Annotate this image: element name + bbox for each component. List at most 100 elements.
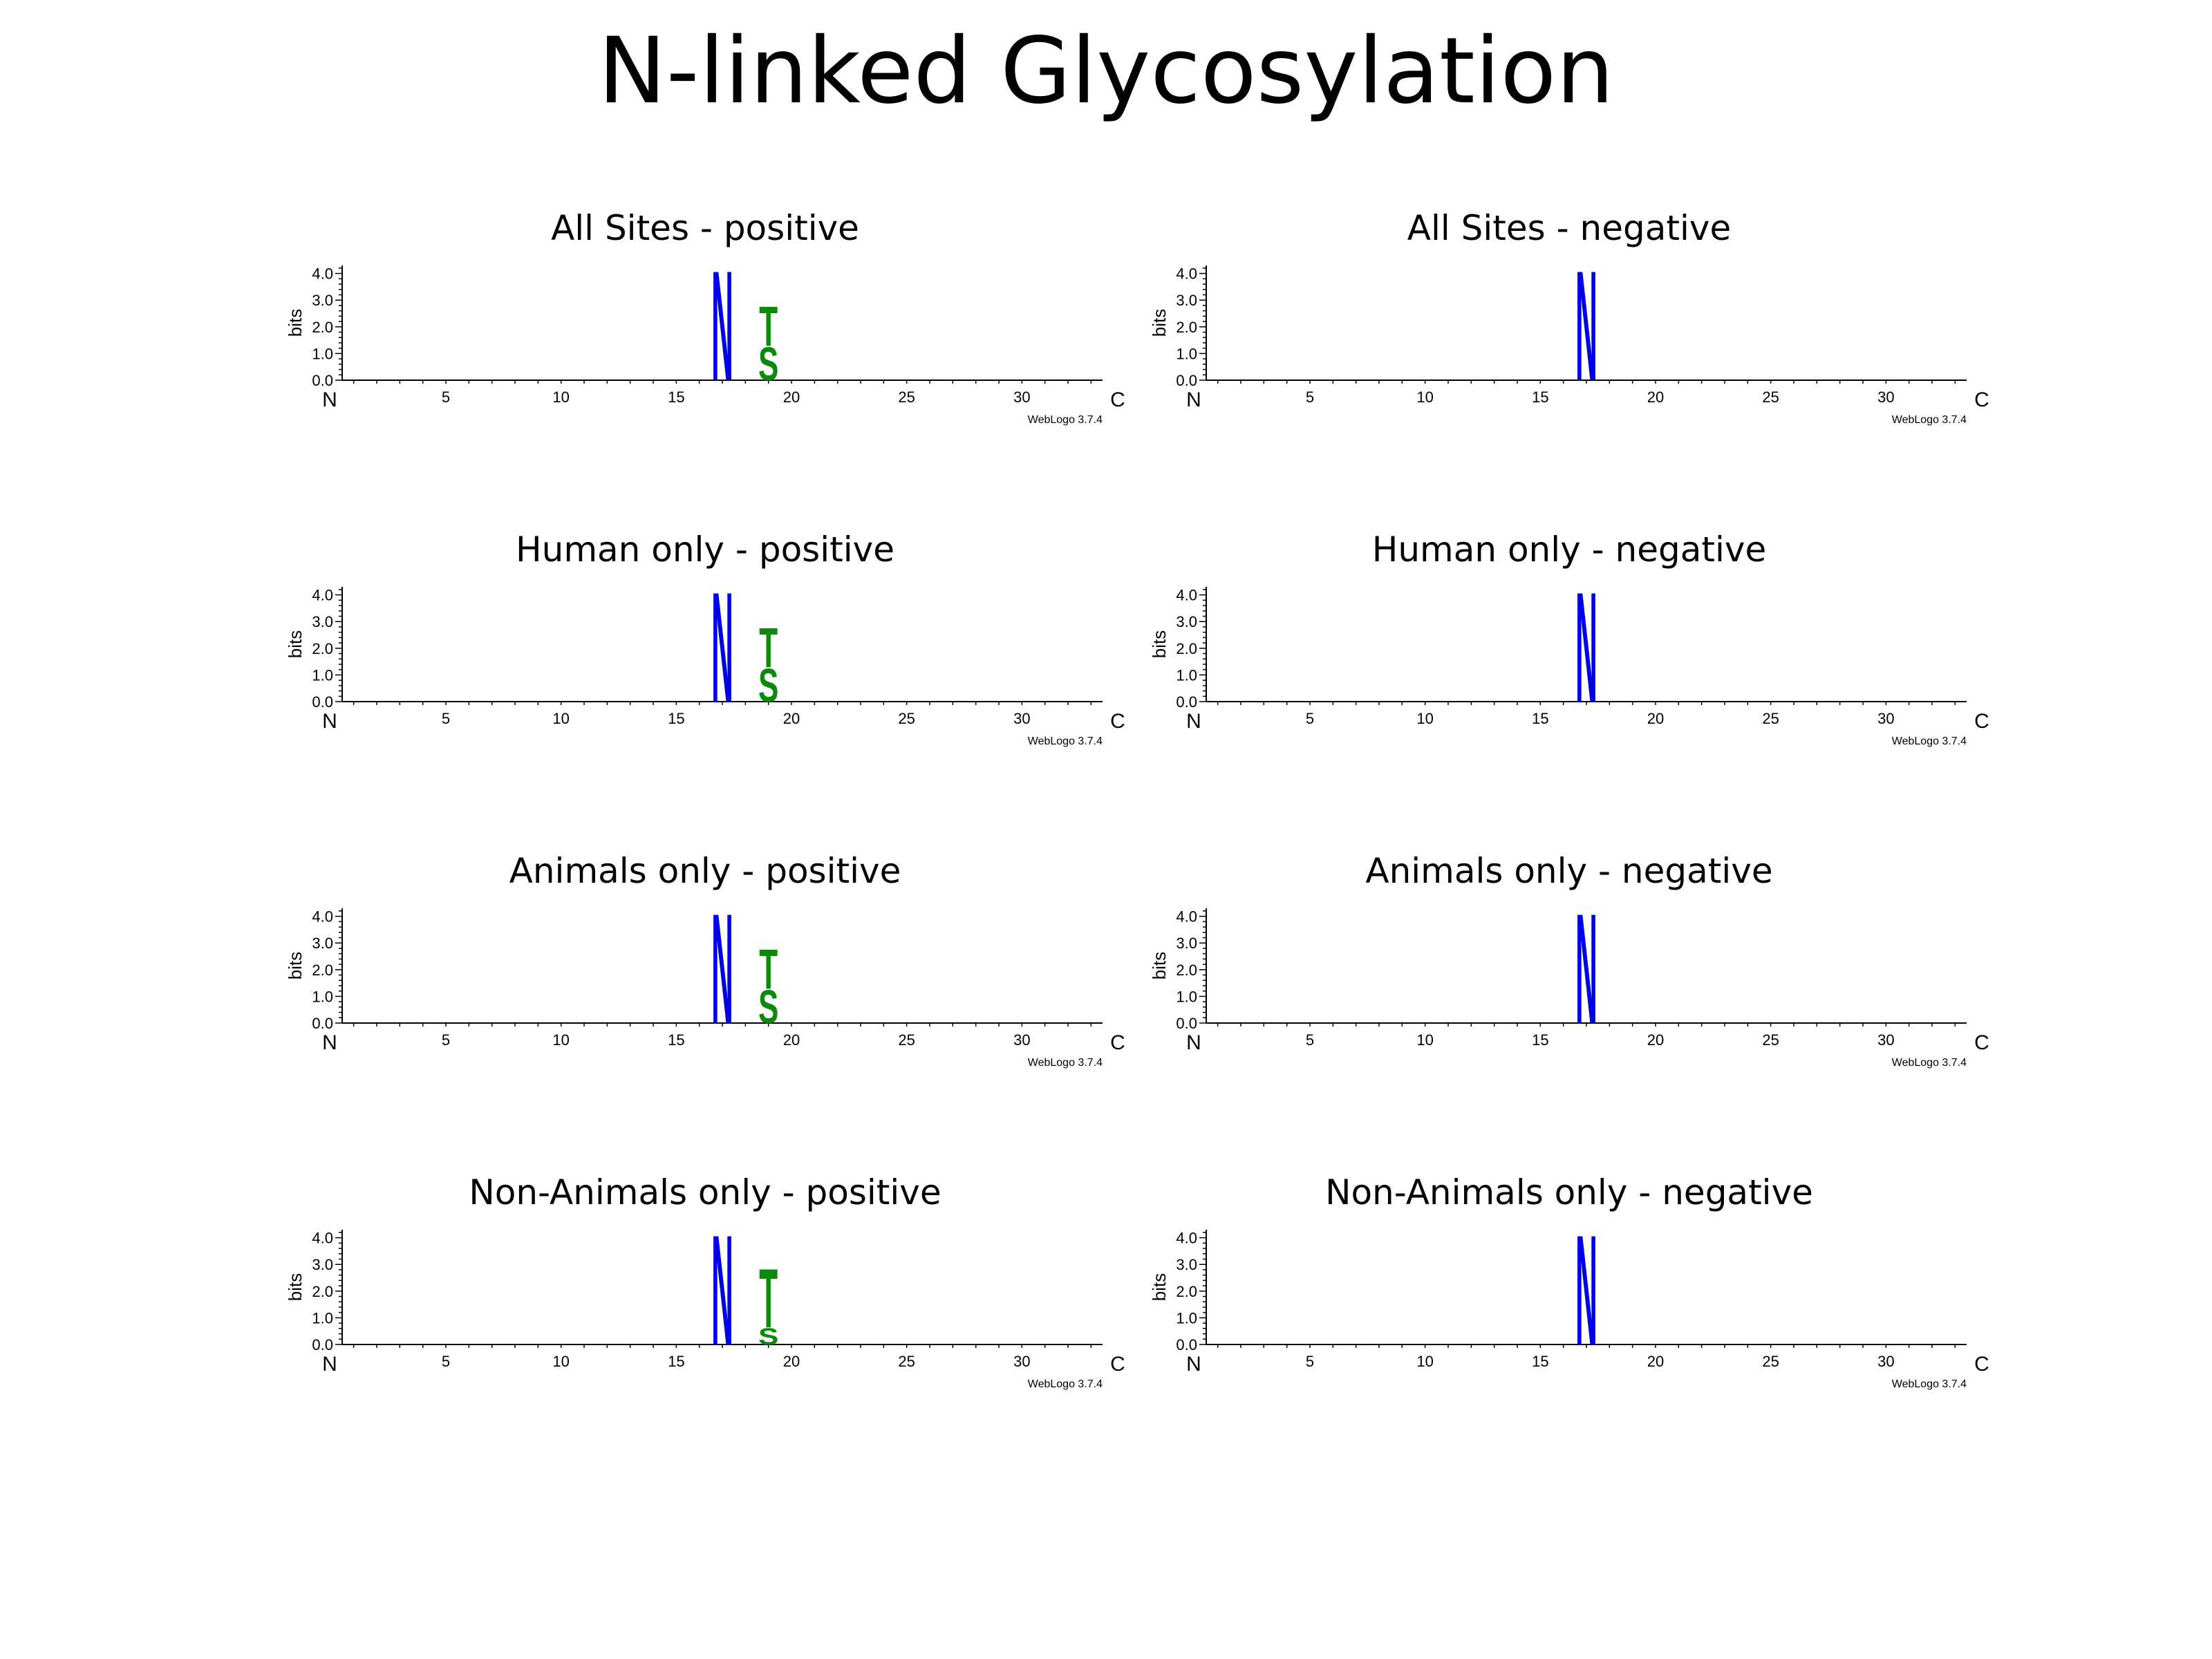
x-tick-label: 20 <box>1647 1031 1664 1049</box>
y-axis-label: bits <box>1149 309 1170 337</box>
y-tick-label: 2.0 <box>1176 640 1197 657</box>
y-tick-label: 1.0 <box>1176 345 1197 362</box>
y-tick-label: 4.0 <box>312 1230 333 1247</box>
x-tick-label: 5 <box>1306 1353 1314 1370</box>
logo-letter-N: N <box>1575 881 1597 1057</box>
logo-letter-N: N <box>711 238 733 414</box>
x-tick-label: 10 <box>552 1031 569 1049</box>
c-terminus-label: C <box>1110 1353 1125 1376</box>
figure-title: N-linked Glycosylation <box>598 18 1614 124</box>
x-tick-label: 25 <box>1762 388 1779 406</box>
x-tick-label: 15 <box>668 1353 684 1370</box>
y-tick-label: 1.0 <box>1176 1309 1197 1327</box>
y-tick-label: 0.0 <box>312 693 333 711</box>
c-terminus-label: C <box>1110 388 1125 411</box>
weblogo-footer: WebLogo 3.7.4 <box>1028 1057 1103 1069</box>
x-tick-label: 15 <box>668 1031 684 1049</box>
y-tick-label: 0.0 <box>312 372 333 389</box>
c-terminus-label: C <box>1974 388 1989 411</box>
logo-panel-animals-negative: Animals only - negative 0.0 1.0 2.0 3.0 4.0 b… <box>1141 850 1998 1113</box>
y-axis-label: bits <box>285 952 306 980</box>
x-tick-label: 5 <box>1306 1031 1314 1049</box>
x-tick-label: 5 <box>1306 710 1314 727</box>
sequence-logo-plot: 0.0 1.0 2.0 3.0 4.0 bits 5 10 15 20 25 30 N C WebLogo … <box>1149 560 1989 747</box>
x-tick-label: 15 <box>1532 388 1548 406</box>
x-tick-label: 20 <box>1647 1353 1664 1370</box>
weblogo-footer: WebLogo 3.7.4 <box>1892 1378 1967 1390</box>
y-tick-label: 0.0 <box>312 1336 333 1353</box>
y-tick-label: 3.0 <box>1176 292 1197 309</box>
x-tick-label: 30 <box>1013 1031 1030 1049</box>
x-tick-label: 15 <box>1532 1031 1548 1049</box>
y-tick-label: 1.0 <box>1176 988 1197 1005</box>
y-tick-label: 0.0 <box>1176 693 1197 711</box>
x-tick-label: 20 <box>1647 710 1664 727</box>
x-tick-label: 5 <box>442 1353 450 1370</box>
x-tick-label: 30 <box>1877 1353 1894 1370</box>
x-tick-label: 30 <box>1013 1353 1030 1370</box>
y-tick-label: 3.0 <box>1176 935 1197 952</box>
y-axis-label: bits <box>285 1273 306 1301</box>
x-tick-label: 30 <box>1013 388 1030 406</box>
panel-title: Human only - positive <box>516 529 894 570</box>
panel-title: Human only - negative <box>1371 529 1767 570</box>
panel-title: Animals only - positive <box>509 851 901 891</box>
logo-letter-N: N <box>711 881 733 1057</box>
logo-letter-T: T <box>759 1252 778 1346</box>
x-tick-label: 15 <box>1532 1353 1548 1370</box>
x-tick-label: 20 <box>783 710 800 727</box>
weblogo-footer: WebLogo 3.7.4 <box>1028 1378 1103 1390</box>
panel-title: Non-Animals only - positive <box>469 1172 941 1212</box>
logo-panel-nonanimals-negative: Non-Animals only - negative 0.0 1.0 2.0 3.0… <box>1141 1172 1998 1434</box>
y-tick-label: 4.0 <box>1176 1230 1197 1247</box>
logo-letter-N: N <box>711 1203 733 1378</box>
y-axis-label: bits <box>285 630 306 658</box>
x-tick-label: 15 <box>668 388 684 406</box>
y-tick-label: 1.0 <box>312 345 333 362</box>
y-tick-label: 1.0 <box>312 666 333 684</box>
y-tick-label: 4.0 <box>312 587 333 604</box>
x-tick-label: 30 <box>1877 1031 1894 1049</box>
x-tick-label: 5 <box>442 1031 450 1049</box>
x-tick-label: 25 <box>898 1353 915 1370</box>
panel-title: All Sites - negative <box>1407 208 1732 248</box>
y-axis-label: bits <box>1149 630 1170 658</box>
x-tick-label: 10 <box>1416 710 1433 727</box>
panel-title: Animals only - negative <box>1365 851 1773 891</box>
y-axis-label: bits <box>1149 1273 1170 1301</box>
x-tick-label: 30 <box>1877 710 1894 727</box>
y-axis-label: bits <box>285 309 306 337</box>
y-tick-label: 4.0 <box>1176 587 1197 604</box>
x-tick-label: 10 <box>552 388 569 406</box>
x-tick-label: 20 <box>783 1031 800 1049</box>
logo-letter-N: N <box>1575 560 1597 735</box>
logo-letter-T: T <box>759 615 778 679</box>
y-tick-label: 1.0 <box>312 1309 333 1327</box>
weblogo-footer: WebLogo 3.7.4 <box>1892 735 1967 747</box>
y-tick-label: 3.0 <box>1176 613 1197 630</box>
logo-letter-S: S <box>758 338 778 391</box>
x-tick-label: 25 <box>898 1031 915 1049</box>
logo-letter-T: T <box>759 294 778 357</box>
x-tick-label: 10 <box>552 710 569 727</box>
n-terminus-label: N <box>1186 388 1201 411</box>
logo-panel-human-positive: Human only - positive 0.0 1.0 2.0 3.0 4.0 bit… <box>276 529 1134 791</box>
y-tick-label: 0.0 <box>1176 1015 1197 1032</box>
n-terminus-label: N <box>322 1031 337 1054</box>
logo-letter-S: S <box>758 659 778 712</box>
logo-letter-N: N <box>1575 1203 1597 1378</box>
panel-title: All Sites - positive <box>551 208 859 248</box>
y-tick-label: 2.0 <box>1176 1283 1197 1300</box>
logo-letter-T: T <box>759 937 778 1000</box>
x-tick-label: 15 <box>668 710 684 727</box>
x-tick-label: 20 <box>1647 388 1664 406</box>
x-tick-label: 25 <box>898 388 915 406</box>
y-tick-label: 3.0 <box>312 935 333 952</box>
n-terminus-label: N <box>1186 1031 1201 1054</box>
x-tick-label: 20 <box>783 388 800 406</box>
sequence-logo-plot: 0.0 1.0 2.0 3.0 4.0 bits 5 10 15 20 25 30 N C WebLogo … <box>1149 881 1989 1069</box>
x-tick-label: 10 <box>1416 1031 1433 1049</box>
logo-panel-all-negative: All Sites - negative 0.0 1.0 2.0 3.0 4.0 bits… <box>1141 207 1998 470</box>
x-tick-label: 30 <box>1877 388 1894 406</box>
c-terminus-label: C <box>1974 1031 1989 1054</box>
